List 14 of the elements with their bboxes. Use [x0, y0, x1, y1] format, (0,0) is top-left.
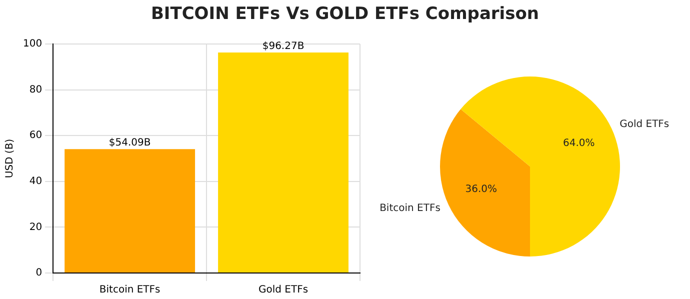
slice-label: Gold ETFs [620, 118, 670, 130]
y-tick-label: 60 [29, 130, 42, 142]
data-label: $54.09B [108, 138, 151, 149]
data-label: $96.27B [262, 41, 304, 52]
slice-label: Bitcoin ETFs [380, 203, 440, 214]
chart-title: BITCOIN ETFs Vs GOLD ETFs Comparison [150, 4, 540, 24]
y-tick-label: 80 [29, 84, 42, 96]
y-tick-label: 20 [29, 222, 42, 233]
y-tick-label: 0 [36, 268, 42, 279]
y-tick-label: 40 [29, 176, 42, 187]
data-label: 64.0% [562, 138, 595, 150]
y-axis-title: USD (B) [4, 138, 16, 178]
data-label: 36.0% [465, 184, 498, 196]
y-tick-label: 100 [22, 38, 42, 50]
